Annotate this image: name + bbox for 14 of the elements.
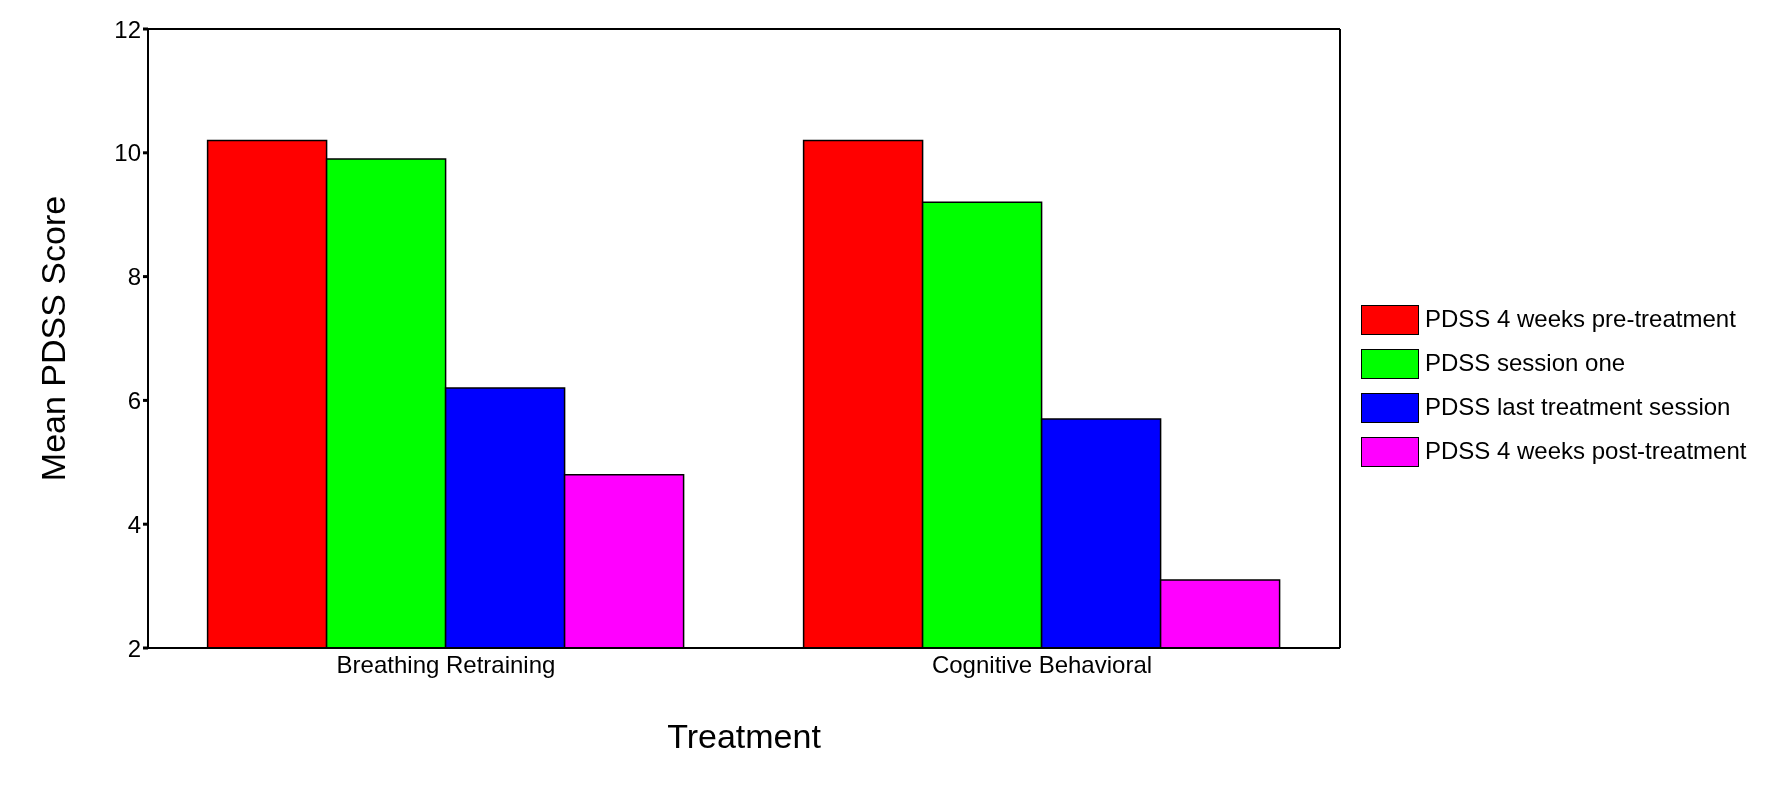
x-tick-label: Breathing Retraining (336, 651, 556, 679)
x-axis-title: Treatment (667, 717, 822, 755)
y-tick-label: 2 (127, 634, 141, 662)
legend-label: PDSS last treatment session (1425, 392, 1731, 422)
y-tick-label: 4 (127, 510, 141, 538)
legend-label: PDSS session one (1425, 348, 1626, 378)
legend-label: PDSS 4 weeks pre-treatment (1425, 304, 1736, 334)
legend-label: PDSS 4 weeks post-treatment (1425, 436, 1747, 466)
y-tick-label: 8 (127, 263, 141, 291)
y-tick-label: 6 (127, 386, 141, 414)
y-tick-label: 10 (114, 139, 141, 167)
x-tick-label: Cognitive Behavioral (931, 651, 1153, 679)
y-tick-label: 12 (114, 15, 141, 43)
y-axis-title: Mean PDSS Score (34, 195, 73, 482)
